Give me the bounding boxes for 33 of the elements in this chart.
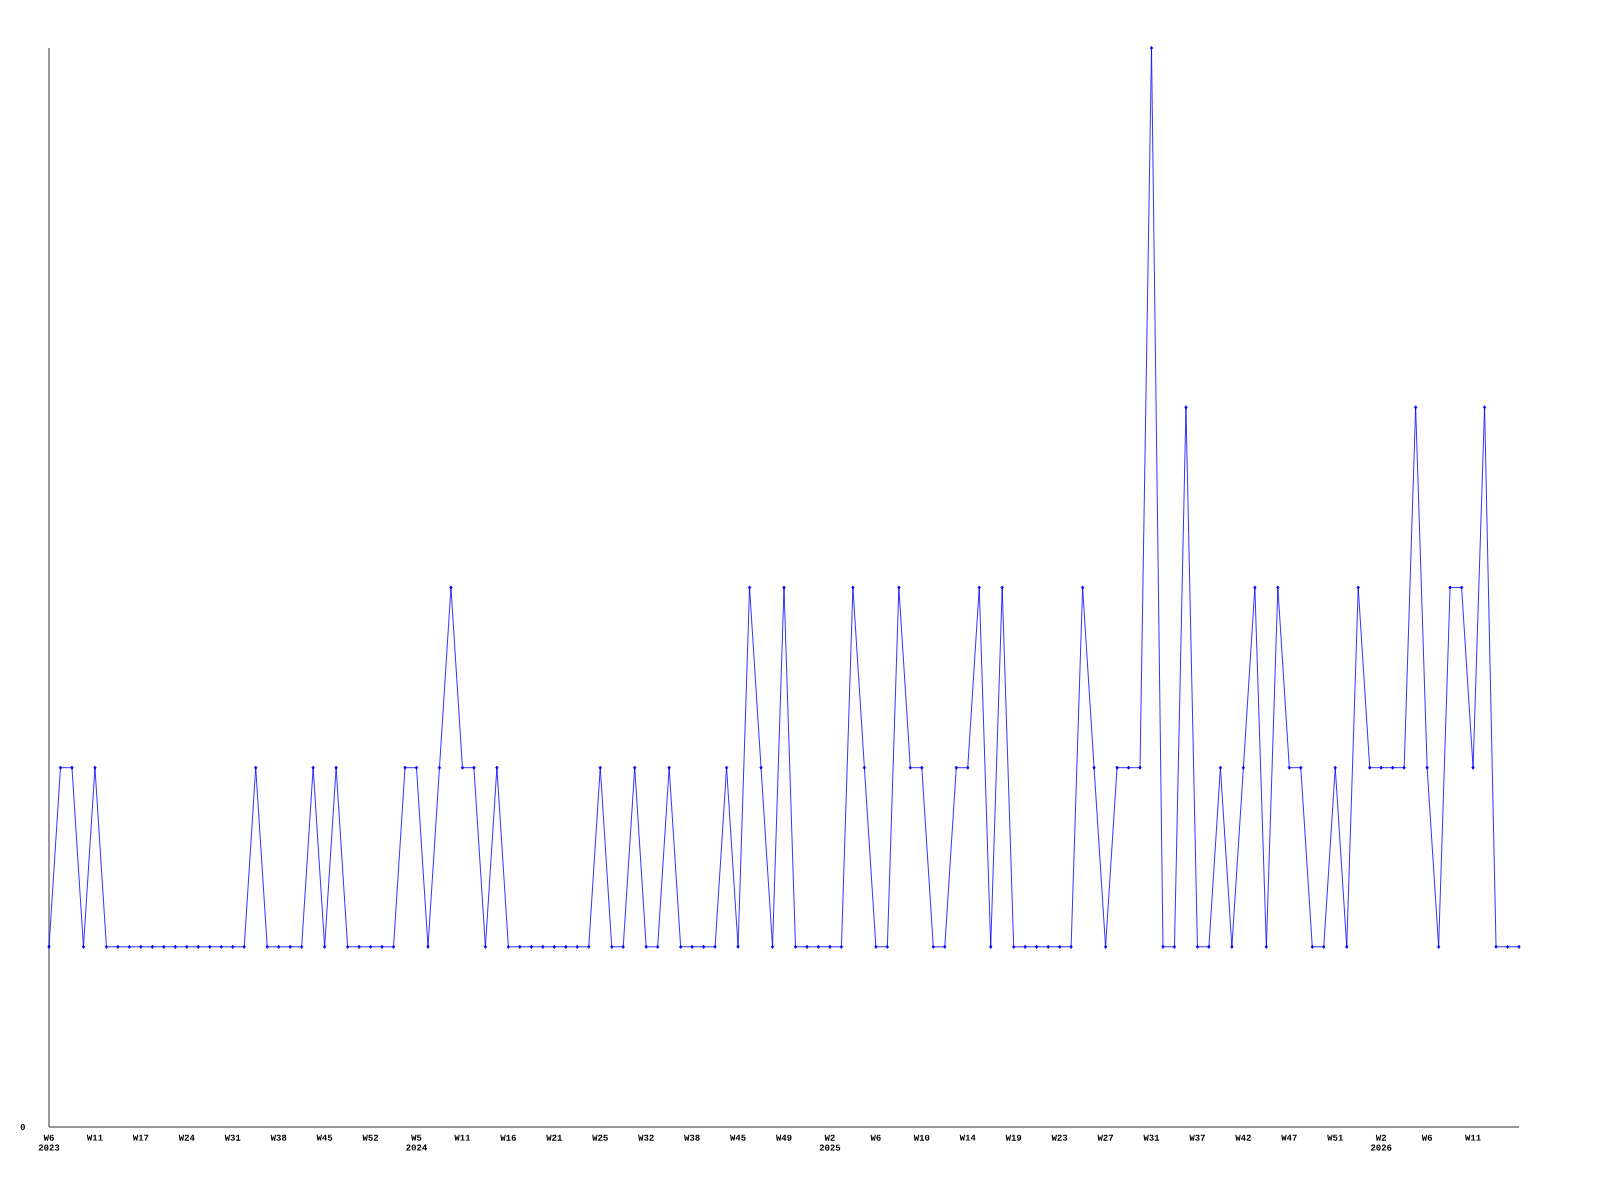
x-tick-label: W42 (1235, 1134, 1251, 1141)
x-tick-label: W25 (592, 1134, 608, 1141)
x-tick-label: W49 (775, 1134, 792, 1141)
x-tick-label: W6 (870, 1134, 881, 1141)
x-tick-label: W37 (1189, 1134, 1205, 1141)
x-tick-label: W5 2024 (406, 1134, 427, 1151)
x-tick-label: W51 (1327, 1134, 1343, 1141)
x-tick-label: W19 (1005, 1134, 1022, 1141)
x-tick-label: W11 (454, 1134, 471, 1141)
text: 0 (20, 1123, 25, 1131)
x-tick-label: W6 (1421, 1134, 1433, 1141)
x-tick-label: W10 (913, 1134, 930, 1141)
x-tick-label: W17 (132, 1134, 149, 1141)
x-tick-label: W16 (500, 1134, 516, 1141)
x-tick-label: W52 (362, 1134, 379, 1141)
x-tick-label: W32 (638, 1134, 654, 1141)
x-tick-label: W31 (1143, 1134, 1160, 1141)
x-tick-label: W6 2023 (38, 1134, 60, 1151)
x-tick-label: W45 (730, 1134, 746, 1141)
x-tick-label: W31 (224, 1134, 241, 1141)
x-tick-label: W23 (1051, 1134, 1068, 1141)
x-tick-label: W11 (86, 1134, 103, 1141)
x-tick-label: W38 (270, 1134, 287, 1141)
x-tick-label: W2 2025 (819, 1134, 841, 1151)
x-tick-label: W21 (546, 1134, 563, 1141)
x-tick-label: W14 (959, 1134, 976, 1141)
x-tick-label: W11 (1465, 1134, 1481, 1141)
x-tick-label: W38 (684, 1134, 700, 1141)
x-tick-label: W2 2026 (1370, 1134, 1392, 1151)
x-tick-label: W24 (178, 1134, 195, 1141)
x-tick-label: W45 (316, 1134, 333, 1141)
x-tick-label: W27 (1097, 1134, 1114, 1141)
x-tick-label: W47 (1281, 1134, 1297, 1141)
